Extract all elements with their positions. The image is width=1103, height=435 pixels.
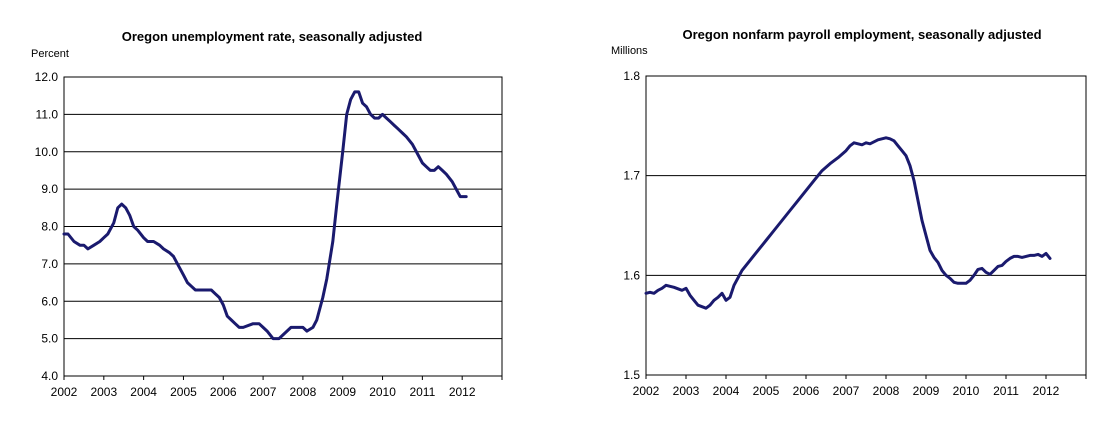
unemployment-x-tick-label: 2002 — [51, 385, 78, 399]
payroll-x-tick-label: 2002 — [633, 384, 660, 398]
unemployment-x-tick-label: 2007 — [250, 385, 277, 399]
unemployment-series — [62, 90, 468, 341]
payroll-x-tick-label: 2012 — [1033, 384, 1060, 398]
payroll-y-axis-label: Millions — [611, 45, 648, 57]
unemployment-x-tick-label: 2004 — [130, 385, 157, 399]
unemployment-y-tick-label: 8.0 — [41, 220, 58, 234]
unemployment-axes — [63, 76, 503, 380]
unemployment-plot-border — [63, 76, 503, 377]
unemployment-y-tick-label: 12.0 — [35, 70, 59, 84]
unemployment-y-tick-label: 9.0 — [41, 182, 58, 196]
payroll-plot-border — [645, 75, 1087, 376]
unemployment-x-tick-label: 2010 — [369, 385, 396, 399]
unemployment-x-tick-labels: 2002 2003 2004 2005 2006 2007 2008 2009 2010 2011… — [51, 385, 476, 399]
unemployment-y-tick-label: 7.0 — [41, 257, 58, 271]
payroll-series — [644, 136, 1052, 310]
unemployment-gridlines — [64, 113, 502, 340]
payroll-axes — [645, 75, 1087, 379]
unemployment-chart: Oregon unemployment rate, seasonally adj… — [31, 29, 503, 399]
unemployment-series-line — [62, 90, 468, 341]
unemployment-x-tick-label: 2009 — [329, 385, 356, 399]
payroll-x-tick-label: 2004 — [713, 384, 740, 398]
unemployment-y-tick-label: 5.0 — [41, 332, 58, 346]
unemployment-x-tick-label: 2006 — [210, 385, 237, 399]
unemployment-y-tick-label: 11.0 — [36, 107, 59, 121]
unemployment-y-tick-label: 6.0 — [41, 294, 58, 308]
payroll-x-tick-label: 2007 — [833, 384, 860, 398]
unemployment-y-tick-label: 4.0 — [41, 369, 58, 383]
payroll-chart: Oregon nonfarm payroll employment, seaso… — [611, 27, 1087, 398]
payroll-gridlines — [646, 175, 1086, 276]
payroll-x-tick-label: 2003 — [673, 384, 700, 398]
payroll-x-tick-labels: 2002 2003 2004 2005 2006 2007 2008 2009 2010 2011… — [633, 384, 1060, 398]
payroll-x-tick-label: 2005 — [753, 384, 780, 398]
payroll-y-tick-label: 1.6 — [623, 268, 640, 282]
unemployment-x-tick-label: 2011 — [409, 385, 435, 399]
payroll-x-tick-label: 2006 — [793, 384, 820, 398]
unemployment-y-axis-label: Percent — [31, 48, 69, 60]
unemployment-y-tick-labels: 4.0 5.0 6.0 7.0 8.0 9.0 10.0 11.0 12.0 — [35, 70, 59, 383]
payroll-x-tick-label: 2010 — [953, 384, 980, 398]
unemployment-x-tick-label: 2005 — [170, 385, 197, 399]
payroll-y-tick-label: 1.5 — [623, 368, 640, 382]
payroll-x-tick-label: 2008 — [873, 384, 900, 398]
payroll-y-tick-label: 1.7 — [623, 169, 640, 183]
unemployment-x-tick-label: 2012 — [449, 385, 476, 399]
payroll-x-tick-label: 2009 — [913, 384, 940, 398]
payroll-y-tick-labels: 1.5 1.6 1.7 1.8 — [623, 69, 640, 382]
payroll-series-line — [644, 136, 1052, 310]
unemployment-y-tick-label: 10.0 — [35, 145, 59, 159]
payroll-y-tick-label: 1.8 — [623, 69, 640, 83]
unemployment-x-tick-label: 2003 — [90, 385, 117, 399]
payroll-chart-title: Oregon nonfarm payroll employment, seaso… — [682, 27, 1041, 42]
unemployment-chart-title: Oregon unemployment rate, seasonally adj… — [122, 29, 423, 44]
payroll-x-tick-label: 2011 — [993, 384, 1019, 398]
unemployment-x-tick-label: 2008 — [290, 385, 317, 399]
